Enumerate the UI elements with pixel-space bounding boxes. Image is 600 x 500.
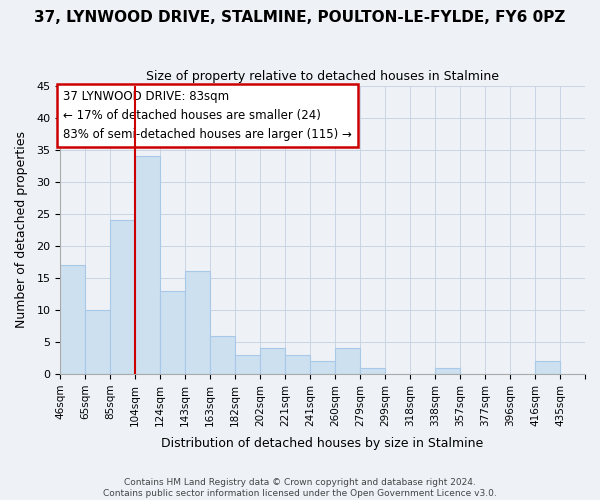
- Bar: [260, 348, 285, 374]
- Bar: [210, 336, 235, 374]
- Text: Contains HM Land Registry data © Crown copyright and database right 2024.
Contai: Contains HM Land Registry data © Crown c…: [103, 478, 497, 498]
- Bar: [335, 348, 360, 374]
- Bar: [435, 368, 460, 374]
- Bar: [185, 272, 210, 374]
- Bar: [285, 355, 310, 374]
- Bar: [360, 368, 385, 374]
- Bar: [235, 355, 260, 374]
- Bar: [160, 290, 185, 374]
- Text: 37, LYNWOOD DRIVE, STALMINE, POULTON-LE-FYLDE, FY6 0PZ: 37, LYNWOOD DRIVE, STALMINE, POULTON-LE-…: [34, 10, 566, 25]
- Y-axis label: Number of detached properties: Number of detached properties: [15, 132, 28, 328]
- Bar: [535, 361, 560, 374]
- Text: 37 LYNWOOD DRIVE: 83sqm
← 17% of detached houses are smaller (24)
83% of semi-de: 37 LYNWOOD DRIVE: 83sqm ← 17% of detache…: [63, 90, 352, 141]
- Bar: [310, 361, 335, 374]
- X-axis label: Distribution of detached houses by size in Stalmine: Distribution of detached houses by size …: [161, 437, 484, 450]
- Bar: [110, 220, 135, 374]
- Bar: [60, 265, 85, 374]
- Title: Size of property relative to detached houses in Stalmine: Size of property relative to detached ho…: [146, 70, 499, 83]
- Bar: [85, 310, 110, 374]
- Bar: [135, 156, 160, 374]
